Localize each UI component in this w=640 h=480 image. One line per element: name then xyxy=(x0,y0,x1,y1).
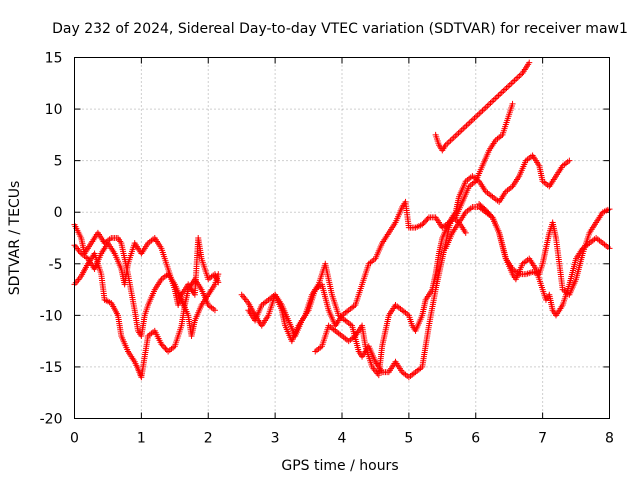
data-point xyxy=(158,341,165,348)
x-tick-label: 3 xyxy=(271,431,280,447)
x-tick-label: 1 xyxy=(137,431,146,447)
x-tick-label: 0 xyxy=(70,431,79,447)
y-tick-label: -15 xyxy=(40,360,63,376)
data-point xyxy=(162,345,169,352)
data-point xyxy=(488,212,495,219)
y-tick-label: 5 xyxy=(54,154,63,170)
data-point xyxy=(159,342,166,349)
series-track-h xyxy=(476,200,613,298)
series-track-f xyxy=(312,152,573,379)
data-point xyxy=(215,279,222,286)
x-tick-label: 2 xyxy=(204,431,213,447)
data-points xyxy=(71,59,613,381)
series-track-g xyxy=(442,204,613,319)
data-point xyxy=(484,208,491,215)
y-axis-label: SDTVAR / TECUs xyxy=(7,181,23,296)
x-tick-label: 6 xyxy=(471,431,480,447)
x-tick-label: 8 xyxy=(605,431,614,447)
data-point xyxy=(482,207,489,214)
y-tick-label: -10 xyxy=(40,308,63,324)
series-track-a xyxy=(71,250,218,381)
data-point xyxy=(526,59,533,66)
data-point xyxy=(420,220,427,227)
data-point xyxy=(486,211,493,218)
data-point xyxy=(481,205,488,212)
data-point xyxy=(566,157,573,164)
x-axis-label: GPS time / hours xyxy=(281,458,398,474)
data-point xyxy=(509,100,516,107)
x-tick-label: 4 xyxy=(338,431,347,447)
y-tick-label: -5 xyxy=(49,257,63,273)
data-point xyxy=(423,217,430,224)
series-track-e xyxy=(245,100,516,339)
tick-labels: 0 1 2 3 4 5 6 7 8 -20 -15 -10 -5 0 5 10 15 xyxy=(40,51,614,447)
y-tick-label: 15 xyxy=(45,51,63,67)
plot-frame xyxy=(74,57,610,419)
data-point xyxy=(161,344,168,351)
series-track-d xyxy=(238,214,469,381)
data-point xyxy=(421,218,428,225)
series-track-b xyxy=(71,221,222,339)
x-tick-label: 5 xyxy=(404,431,413,447)
data-point xyxy=(462,229,469,236)
series-track-i xyxy=(432,59,533,154)
series-track-c xyxy=(71,235,222,309)
chart-title: Day 232 of 2024, Sidereal Day-to-day VTE… xyxy=(52,21,628,37)
y-tick-label: 0 xyxy=(54,205,63,221)
data-point xyxy=(485,210,492,217)
y-tick-label: -20 xyxy=(40,412,63,428)
data-point xyxy=(419,221,426,228)
data-point xyxy=(424,215,431,222)
y-tick-label: 10 xyxy=(45,102,63,118)
data-point xyxy=(211,307,218,314)
x-tick-label: 7 xyxy=(538,431,547,447)
